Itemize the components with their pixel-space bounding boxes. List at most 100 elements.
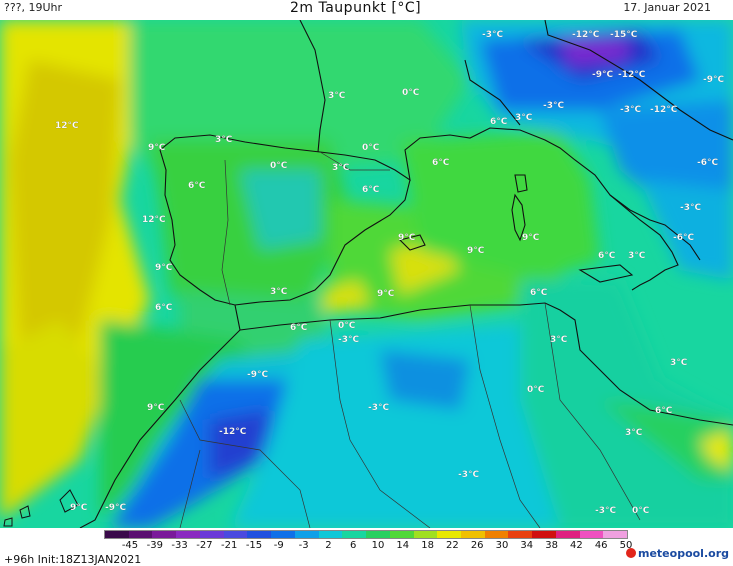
dewpoint-map: 12°C 9°C 3°C 6°C 12°C 9°C 6°C 0°C 3°C 6°C 3°C 0°C 0°… xyxy=(0,20,733,528)
scale-tick-label: 10 xyxy=(371,540,385,551)
temperature-label: 6°C xyxy=(290,323,308,333)
temperature-label: 3°C xyxy=(625,428,643,438)
scale-swatch xyxy=(342,531,367,538)
scale-tick-label: 34 xyxy=(520,540,534,551)
temperature-label: -12°C xyxy=(618,70,646,80)
temperature-label: 0°C xyxy=(632,506,650,516)
temperature-labels: 12°C 9°C 3°C 6°C 12°C 9°C 6°C 0°C 3°C 6°C 3°C 0°C 0°… xyxy=(55,30,725,516)
temperature-label: 12°C xyxy=(55,121,79,131)
scale-tick-label: -45 xyxy=(121,540,139,551)
temperature-label: 6°C xyxy=(362,185,380,195)
temperature-label: -3°C xyxy=(482,30,503,40)
scale-tick-label: 26 xyxy=(470,540,484,551)
temperature-label: 9°C xyxy=(147,403,165,413)
scale-ticks: -45 -39 -33 -27 -21 -15 -9 -3 2 6 10 14 18 22 26 30 34 38… xyxy=(0,540,733,552)
temperature-label: -9°C xyxy=(703,75,724,85)
temperature-label: -3°C xyxy=(458,470,479,480)
scale-tick-label: 46 xyxy=(594,540,608,551)
temperature-label: -3°C xyxy=(620,105,641,115)
scale-tick-label: 14 xyxy=(396,540,410,551)
temperature-label: -9°C xyxy=(105,503,126,513)
temperature-label: 6°C xyxy=(655,406,673,416)
temperature-label: 12°C xyxy=(142,215,166,225)
scale-swatch xyxy=(484,531,509,538)
scale-tick-label: -21 xyxy=(221,540,238,551)
temperature-label: -6°C xyxy=(697,158,718,168)
temperature-label: 3°C xyxy=(328,91,346,101)
logo-icon xyxy=(626,548,636,558)
temperature-label: -9°C xyxy=(247,370,268,380)
scale-tick-label: 30 xyxy=(495,540,509,551)
temperature-label: 3°C xyxy=(215,135,233,145)
init-time: +96h Init:18Z13JAN2021 xyxy=(4,553,142,566)
temperature-label: 3°C xyxy=(550,335,568,345)
temperature-label: -3°C xyxy=(338,335,359,345)
temperature-label: -3°C xyxy=(595,506,616,516)
meteopool-logo[interactable]: meteopool.org xyxy=(626,547,729,560)
islands xyxy=(3,489,79,527)
scale-swatch xyxy=(271,531,295,538)
scale-swatch xyxy=(389,531,414,538)
scale-swatch xyxy=(437,531,462,538)
coastlines xyxy=(79,20,733,528)
header: ???, 19Uhr 2m Taupunkt [°C] 17. Januar 2… xyxy=(0,0,733,20)
color-scale xyxy=(104,530,628,539)
temperature-label: 6°C xyxy=(155,303,173,313)
temperature-label: -12°C xyxy=(219,427,247,437)
scale-swatch xyxy=(603,531,628,538)
temperature-label: 3°C xyxy=(332,163,350,173)
scale-tick-label: -27 xyxy=(196,540,213,551)
temperature-label: 3°C xyxy=(670,358,688,368)
temperature-label: 0°C xyxy=(338,321,356,331)
temperature-label: 9°C xyxy=(377,289,395,299)
scale-swatch xyxy=(105,531,129,538)
scale-tick-label: -33 xyxy=(171,540,188,551)
temperature-label: -6°C xyxy=(673,233,694,243)
scale-swatch xyxy=(176,531,200,538)
logo-text: meteopool.org xyxy=(638,547,729,560)
temperature-label: 6°C xyxy=(490,117,508,127)
temperature-label: 0°C xyxy=(270,161,288,171)
dewpoint-field xyxy=(0,20,733,528)
scale-tick-label: 42 xyxy=(570,540,583,551)
temperature-label: 6°C xyxy=(598,251,616,261)
borders xyxy=(179,151,641,528)
temperature-label: -3°C xyxy=(680,203,701,213)
scale-swatch xyxy=(199,531,224,538)
scale-swatch xyxy=(532,531,556,538)
temperature-label: -12°C xyxy=(572,30,600,40)
temperature-label: 9°C xyxy=(155,263,173,273)
temperature-label: 6°C xyxy=(432,158,450,168)
scale-swatch xyxy=(247,531,272,538)
scale-swatch xyxy=(555,531,580,538)
scale-swatch xyxy=(508,531,533,538)
scale-swatch xyxy=(366,531,390,538)
scale-swatch xyxy=(461,531,485,538)
scale-tick-label: 6 xyxy=(350,540,357,551)
scale-tick-label: 22 xyxy=(446,540,459,551)
temperature-label: 9°C xyxy=(70,503,88,513)
temperature-label: 3°C xyxy=(515,113,533,123)
scale-swatch xyxy=(579,531,604,538)
temperature-label: 6°C xyxy=(188,181,206,191)
scale-swatch xyxy=(152,531,177,538)
temperature-label: -3°C xyxy=(368,403,389,413)
map-title: 2m Taupunkt [°C] xyxy=(290,0,422,16)
forecast-time: ???, 19Uhr xyxy=(4,1,63,14)
temperature-label: 3°C xyxy=(270,287,288,297)
temperature-label: -9°C xyxy=(592,70,613,80)
temperature-label: -3°C xyxy=(543,101,564,111)
scale-tick-label: 38 xyxy=(545,540,558,551)
temperature-label: -12°C xyxy=(650,105,678,115)
temperature-label: 9°C xyxy=(467,246,485,256)
scale-swatch xyxy=(413,531,438,538)
footer: -45 -39 -33 -27 -21 -15 -9 -3 2 6 10 14 18 22 26 30 34 38… xyxy=(0,528,733,566)
scale-swatch xyxy=(128,531,153,538)
temperature-label: 0°C xyxy=(527,385,545,395)
temperature-label: 9°C xyxy=(398,233,416,243)
scale-tick-label: -39 xyxy=(146,540,163,551)
forecast-date: 17. Januar 2021 xyxy=(623,1,711,14)
temperature-label: -15°C xyxy=(610,30,638,40)
temperature-label: 9°C xyxy=(522,233,540,243)
scale-swatch xyxy=(318,531,343,538)
